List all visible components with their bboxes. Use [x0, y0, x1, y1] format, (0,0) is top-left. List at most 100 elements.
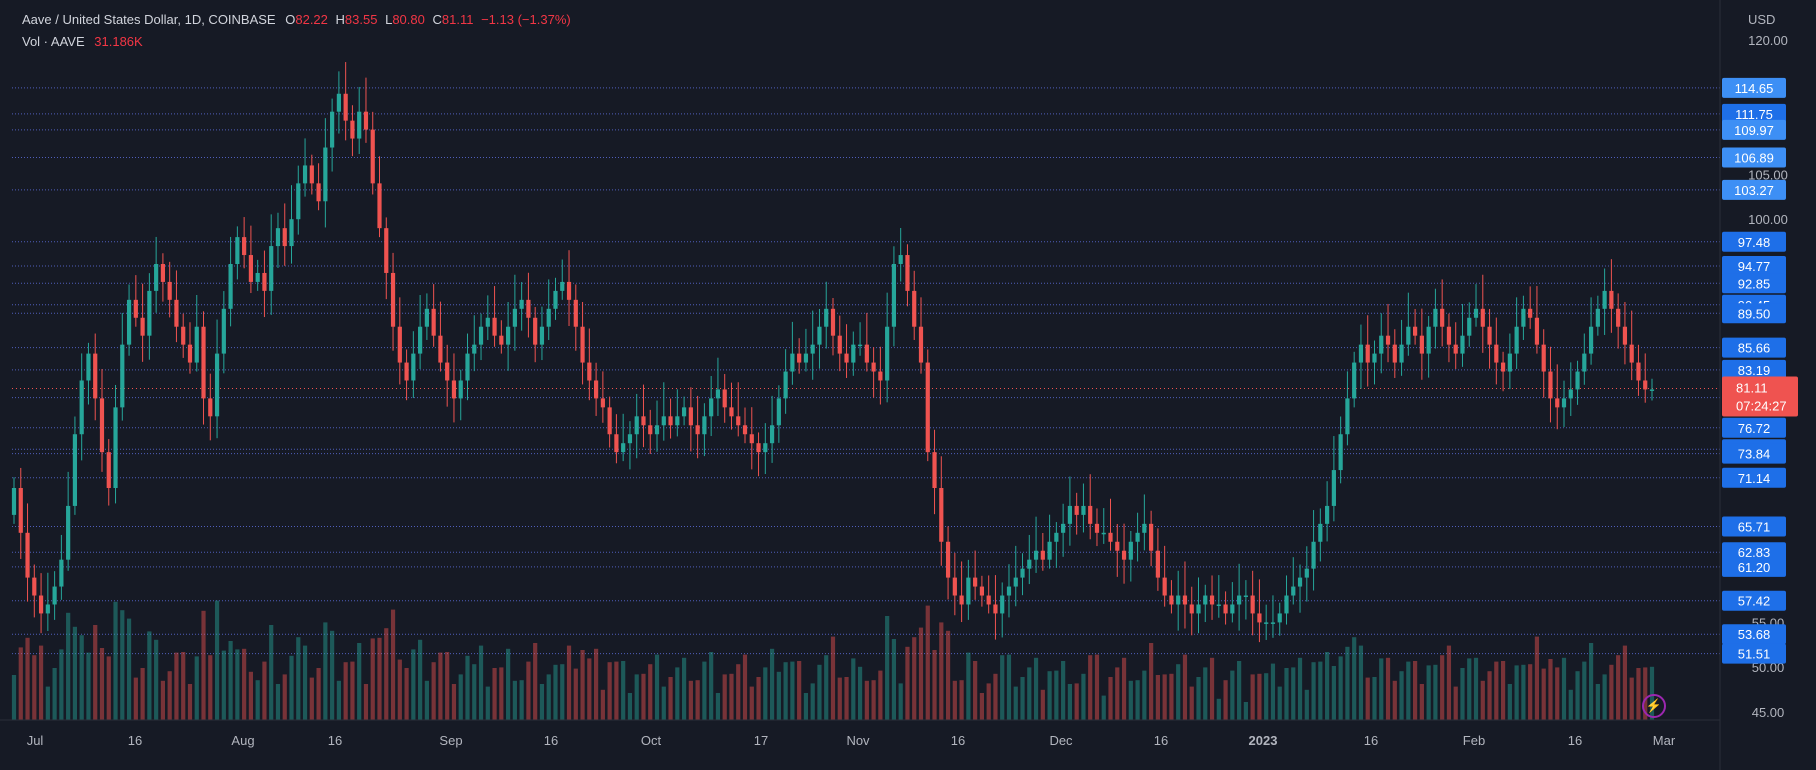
candle-body — [357, 111, 362, 139]
volume-bar — [86, 652, 91, 720]
candle-body — [336, 93, 341, 112]
candle-body — [1548, 371, 1553, 399]
volume-bar — [918, 627, 924, 720]
change-value: −1.13 (−1.37%) — [481, 12, 571, 27]
volume-bar — [634, 674, 639, 720]
y-tick-label: 45.00 — [1752, 705, 1785, 720]
candle-body — [499, 335, 504, 345]
volume-bar — [675, 667, 680, 720]
candle-body — [194, 326, 199, 363]
lightning-icon[interactable]: ⚡ — [1642, 694, 1666, 718]
volume-bar — [424, 680, 429, 720]
price-tag-label: 61.20 — [1738, 560, 1771, 575]
volume-bar — [1588, 643, 1594, 720]
volume-bar — [709, 652, 714, 720]
price-tag-label: 73.84 — [1738, 447, 1771, 462]
volume-bar — [1568, 689, 1573, 720]
candle-body — [126, 299, 132, 345]
volume-bar — [1602, 674, 1607, 720]
candle-body — [262, 272, 267, 291]
candle-body — [1588, 326, 1594, 354]
candle-body — [729, 407, 734, 417]
candle-body — [1555, 398, 1560, 408]
x-tick-label: 16 — [128, 733, 142, 748]
price-candles — [11, 62, 1655, 643]
volume-bar — [1318, 661, 1323, 720]
candle-body — [465, 353, 470, 381]
candle-body — [945, 541, 951, 578]
candle-body — [736, 416, 741, 426]
candle-body — [1189, 604, 1194, 614]
volume-bar — [1473, 657, 1479, 720]
volume-bar — [1264, 673, 1269, 720]
volume-bar — [201, 610, 206, 720]
volume-bar — [174, 652, 179, 720]
candle-body — [1169, 595, 1174, 605]
candle-body — [533, 317, 538, 345]
candle-body — [979, 586, 985, 596]
candle-body — [418, 326, 423, 354]
price-tag — [1722, 256, 1786, 277]
candle-body — [871, 362, 876, 372]
candle-body — [120, 344, 125, 408]
volume-bar — [1433, 664, 1438, 720]
candle-body — [973, 577, 978, 587]
volume-bar — [309, 677, 314, 720]
candle-body — [546, 308, 551, 327]
current-price-tag — [1722, 376, 1798, 417]
candle-body — [1264, 622, 1269, 624]
candle-body — [147, 290, 152, 336]
volume-bar — [1609, 664, 1614, 720]
volume-bar — [1101, 695, 1106, 720]
volume-bar — [1514, 665, 1519, 720]
candle-body — [607, 407, 612, 435]
volume-bar — [52, 668, 57, 720]
volume-bar — [1500, 661, 1506, 720]
candle-body — [526, 299, 531, 318]
price-tag-label: 114.65 — [1735, 81, 1774, 96]
candle-body — [715, 389, 721, 399]
volume-bar — [160, 680, 166, 720]
candle-body — [1473, 308, 1479, 318]
candle-body — [1534, 317, 1540, 345]
candle-body — [451, 380, 457, 399]
price-tag — [1722, 273, 1786, 294]
volume-bar — [607, 662, 612, 720]
volume-bar — [526, 661, 531, 720]
volume-bar — [776, 671, 781, 720]
volume-bar — [1480, 680, 1485, 720]
candle-body — [763, 443, 768, 453]
volume-bar — [357, 643, 362, 720]
candle-body — [1108, 532, 1113, 542]
price-tag-label: 111.75 — [1735, 107, 1773, 122]
candle-body — [925, 362, 930, 453]
candle-body — [878, 371, 883, 381]
candle-body — [1250, 595, 1255, 614]
volume-bar — [756, 677, 761, 720]
candle-body — [1487, 326, 1492, 345]
symbol-legend: Aave / United States Dollar, 1D, COINBAS… — [22, 12, 571, 27]
candle-body — [66, 505, 71, 560]
volume-bar — [1216, 698, 1221, 720]
x-tick-label: Feb — [1463, 733, 1485, 748]
candle-body — [1561, 398, 1567, 408]
candle-body — [1507, 353, 1512, 372]
volume-bar — [113, 601, 118, 720]
price-tag — [1722, 337, 1786, 358]
volume-bar — [485, 686, 490, 720]
candle-body — [235, 237, 240, 264]
volume-bar — [377, 637, 382, 720]
volume-bar — [1054, 670, 1059, 720]
x-tick-label: 2023 — [1249, 733, 1278, 748]
volume-bar — [1203, 667, 1208, 720]
candle-body — [790, 353, 795, 372]
volume-bar — [736, 664, 741, 720]
volume-bar — [668, 677, 673, 720]
volume-bar — [1406, 661, 1411, 720]
volume-bar — [499, 667, 504, 720]
volume-bar — [729, 673, 734, 720]
volume-bar — [1115, 667, 1120, 720]
volume-bar — [560, 664, 565, 720]
